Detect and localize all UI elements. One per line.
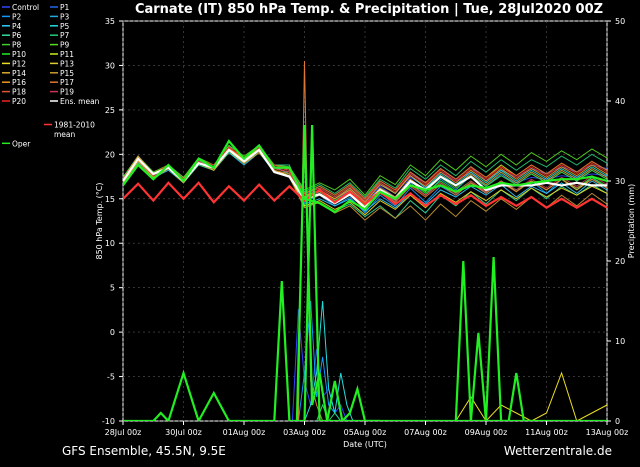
- y-tick-label-left: 15: [105, 195, 115, 204]
- x-tick-label: 03Aug 00z: [283, 428, 326, 437]
- member-line-p7: [123, 146, 607, 198]
- y-tick-label-right: 0: [615, 417, 620, 426]
- y-axis-label-left: 850 hPa Temp. (°C): [95, 182, 104, 259]
- legend-label: P16: [12, 78, 26, 87]
- legend-label: Control: [12, 3, 39, 12]
- y-tick-label-left: 5: [110, 284, 115, 293]
- legend-label: Ens. mean: [60, 97, 100, 106]
- legend-label: P7: [60, 31, 70, 40]
- x-tick-label: 28Jul 00z: [105, 428, 142, 437]
- legend-label: P4: [12, 22, 22, 31]
- y-tick-label-right: 40: [615, 97, 625, 106]
- y-axis-label-right: Precipitation (mm): [627, 184, 636, 258]
- x-tick-label: 05Aug 00z: [344, 428, 387, 437]
- legend-label: P18: [12, 88, 26, 97]
- legend-label: P19: [60, 88, 74, 97]
- y-tick-label-left: 0: [110, 328, 115, 337]
- legend-label: P3: [60, 12, 70, 21]
- legend-label: P17: [60, 78, 74, 87]
- x-tick-label: 09Aug 00z: [465, 428, 508, 437]
- series-ens-mean-left: [123, 148, 607, 210]
- x-tick-label: 30Jul 00z: [165, 428, 202, 437]
- member-line-p9: [123, 144, 607, 196]
- legend-label: P5: [60, 22, 70, 31]
- y-tick-label-left: 25: [105, 106, 115, 115]
- series-oper-right: [123, 124, 607, 421]
- y-tick-label-left: -5: [107, 373, 115, 382]
- member-precip-line: [455, 371, 607, 421]
- legend-label: P2: [12, 12, 22, 21]
- legend-label: P8: [12, 41, 22, 50]
- legend-label: P1: [60, 3, 70, 12]
- series-oper-right: [295, 124, 381, 421]
- legend-label: Oper: [12, 139, 31, 148]
- y-tick-label-right: 20: [615, 257, 625, 266]
- series-1981-2010-mean-left: [123, 181, 607, 210]
- legend-label: P20: [12, 97, 26, 106]
- legend-label: P15: [60, 69, 74, 78]
- x-tick-label: 01Aug 00z: [223, 428, 266, 437]
- legend-label: P10: [12, 50, 26, 59]
- y-tick-label-right: 50: [615, 17, 625, 26]
- legend-label: P6: [12, 31, 22, 40]
- x-axis-label: Date (UTC): [343, 440, 387, 449]
- chart-title: Carnate (IT) 850 hPa Temp. & Precipitati…: [134, 2, 604, 17]
- legend-label: 1981-2010: [54, 121, 95, 130]
- y-tick-label-left: 10: [105, 239, 115, 248]
- y-tick-label-left: 35: [105, 17, 115, 26]
- x-tick-label: 13Aug 00z: [586, 428, 629, 437]
- y-tick-label-left: -10: [102, 417, 115, 426]
- source-label: Wetterzentrale.de: [503, 444, 612, 458]
- legend-label: mean: [54, 130, 76, 139]
- series-oper-right: [454, 256, 532, 421]
- y-tick-label-right: 30: [615, 177, 625, 186]
- series-oper-left: [123, 139, 607, 214]
- x-tick-label: 07Aug 00z: [404, 428, 447, 437]
- legend-label: P12: [12, 59, 26, 68]
- y-tick-label-left: 20: [105, 150, 115, 159]
- legend-label: P13: [60, 59, 74, 68]
- y-tick-label-left: 30: [105, 61, 115, 70]
- legend-label: P14: [12, 69, 26, 78]
- x-tick-label: 11Aug 00z: [525, 428, 568, 437]
- member-precip-line: [316, 403, 342, 421]
- model-location-label: GFS Ensemble, 45.5N, 9.5E: [62, 444, 226, 458]
- y-tick-label-right: 10: [615, 337, 625, 346]
- legend-label: P11: [60, 50, 74, 59]
- legend-label: P9: [60, 41, 70, 50]
